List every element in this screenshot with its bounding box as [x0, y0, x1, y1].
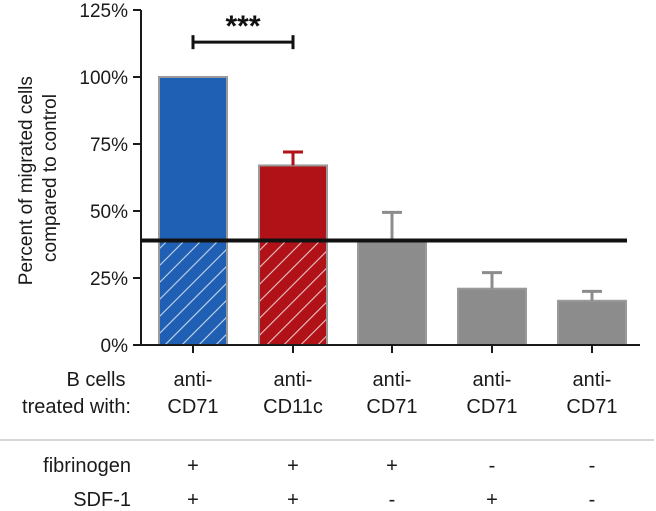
- y-tick-label: 75%: [90, 135, 128, 156]
- y-axis-title-line-1: Percent of migrated cells: [16, 76, 37, 285]
- bar-hatch: [260, 240, 326, 345]
- condition-value: +: [187, 455, 199, 477]
- condition-label: SDF-1: [73, 489, 131, 511]
- bar: [557, 299, 627, 346]
- x-header-line-1: B cells: [67, 369, 126, 391]
- category-label-line: CD11c: [263, 396, 323, 418]
- category-label: anti- CD71: [366, 369, 417, 418]
- condition-value: +: [486, 489, 498, 511]
- category-label: anti- CD71: [566, 369, 617, 418]
- bar: [357, 239, 427, 346]
- category-label-line: anti-: [274, 369, 313, 391]
- y-tick-label: 125%: [79, 1, 128, 22]
- condition-label: fibrinogen: [43, 455, 131, 477]
- condition-value: -: [589, 455, 596, 477]
- bar-hatch: [160, 240, 226, 345]
- y-tick-label: 50%: [90, 202, 128, 223]
- significance-label: ***: [225, 10, 260, 43]
- y-axis-title-line-2: compared to control: [40, 94, 61, 262]
- y-axis-title: Percent of migrated cells compared to co…: [16, 71, 61, 285]
- y-tick-label: 25%: [90, 269, 128, 290]
- condition-value: +: [287, 489, 299, 511]
- category-label-line: anti-: [373, 369, 412, 391]
- x-header-line-2: treated with:: [22, 396, 131, 418]
- y-tick-label: 100%: [79, 68, 128, 89]
- condition-value: +: [287, 455, 299, 477]
- category-label-line: anti-: [174, 369, 213, 391]
- category-label-line: anti-: [473, 369, 512, 391]
- condition-value: -: [389, 489, 396, 511]
- category-label: anti- CD11c: [263, 369, 323, 418]
- condition-value: +: [386, 455, 398, 477]
- x-header: B cells treated with:: [22, 369, 131, 418]
- category-label-line: anti-: [573, 369, 612, 391]
- y-tick-label: 0%: [101, 336, 129, 357]
- condition-value: -: [489, 455, 496, 477]
- condition-value: -: [589, 489, 596, 511]
- category-label-line: CD71: [566, 396, 617, 418]
- category-label-line: CD71: [167, 396, 218, 418]
- category-label: anti- CD71: [167, 369, 218, 418]
- category-label: anti- CD71: [466, 369, 517, 418]
- category-label-line: CD71: [366, 396, 417, 418]
- bar: [457, 287, 527, 346]
- category-label-line: CD71: [466, 396, 517, 418]
- condition-value: +: [187, 489, 199, 511]
